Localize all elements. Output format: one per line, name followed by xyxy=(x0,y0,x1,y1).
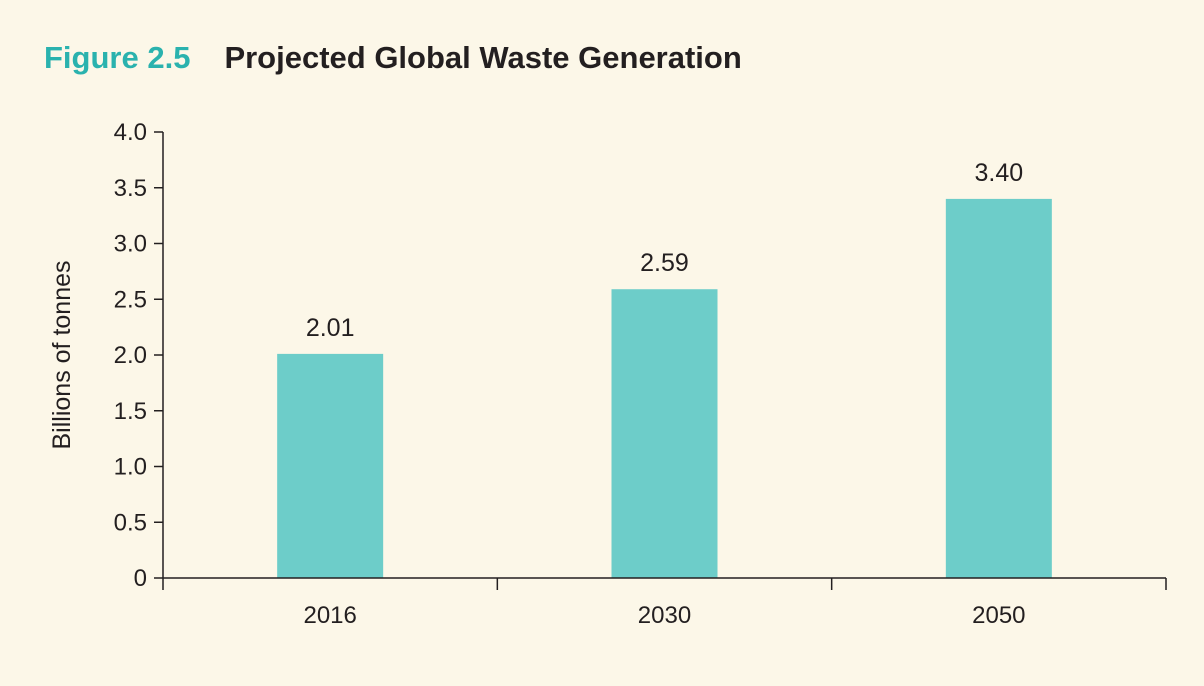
data-label-2030: 2.59 xyxy=(640,249,689,277)
x-tick-label-2016: 2016 xyxy=(303,602,356,629)
axes-layer xyxy=(154,131,1167,590)
bar-2050 xyxy=(945,198,1052,578)
y-axis-title: Billions of tonnes xyxy=(48,260,76,449)
y-tick-label: 0.5 xyxy=(114,509,147,536)
labels-layer: 0 0.5 1.0 1.5 2.0 2.5 3.0 3.5 4.0 2.01 2016 2.59 203… xyxy=(114,119,1026,629)
y-tick-label: 1.0 xyxy=(114,454,147,481)
chart-title: Projected Global Waste Generation xyxy=(224,40,742,75)
bar-2016 xyxy=(277,353,384,578)
x-tick-label-2030: 2030 xyxy=(638,602,691,629)
bar-2030 xyxy=(611,289,718,578)
figure-label: Figure 2.5 xyxy=(44,40,191,75)
y-tick-label: 1.5 xyxy=(114,398,147,425)
y-tick-label: 2.0 xyxy=(114,342,147,369)
data-label-2050: 3.40 xyxy=(974,159,1023,187)
figure-header: Figure 2.5 Projected Global Waste Genera… xyxy=(44,40,742,76)
y-tick-label: 4.0 xyxy=(114,119,147,146)
y-tick-label: 3.0 xyxy=(114,231,147,258)
bars-layer xyxy=(277,198,1052,578)
y-tick-label: 2.5 xyxy=(114,286,147,313)
data-label-2016: 2.01 xyxy=(306,314,355,342)
x-tick-label-2050: 2050 xyxy=(972,602,1025,629)
y-tick-label: 3.5 xyxy=(114,175,147,202)
y-tick-label: 0 xyxy=(134,565,147,592)
